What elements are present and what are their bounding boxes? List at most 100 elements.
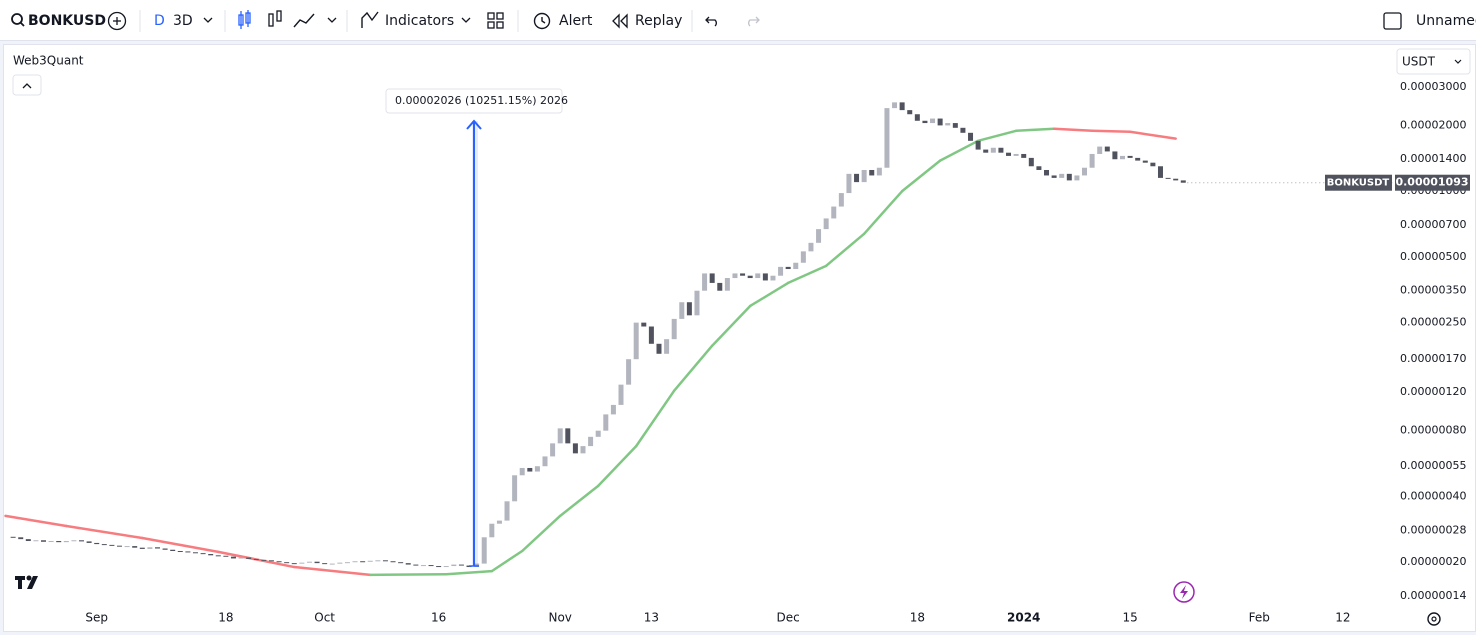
candle xyxy=(170,549,176,552)
candle xyxy=(33,540,39,542)
ma-segment xyxy=(786,264,828,285)
layout-checkbox[interactable] xyxy=(1383,12,1402,30)
interval[interactable]: 3D xyxy=(173,13,193,29)
ma-segment xyxy=(490,549,524,573)
candle xyxy=(952,123,958,128)
layout-name[interactable]: Unnamed xyxy=(1416,13,1476,29)
candle xyxy=(1150,162,1156,167)
ma-segment xyxy=(862,189,904,236)
add-symbol[interactable] xyxy=(107,11,127,31)
candle xyxy=(892,102,898,109)
measure-label: 0.00002026 (10251.15%) 2026 xyxy=(395,94,568,107)
candle xyxy=(208,554,214,556)
candle xyxy=(1013,153,1019,156)
y-tick-label: 0.00000020 xyxy=(1400,555,1466,568)
redo[interactable] xyxy=(748,16,760,27)
candle xyxy=(1104,146,1110,152)
replay-icon[interactable] xyxy=(612,13,628,29)
ma-segment xyxy=(976,129,1018,143)
candle xyxy=(261,559,267,561)
candle xyxy=(291,563,297,565)
chart-style[interactable] xyxy=(238,10,251,29)
candle xyxy=(94,542,100,545)
candle xyxy=(428,565,434,567)
ma-segment xyxy=(558,484,600,518)
replay[interactable]: Replay xyxy=(635,13,682,29)
candle xyxy=(63,541,69,543)
candle xyxy=(443,566,449,568)
lightning-badge[interactable] xyxy=(1173,581,1195,603)
ma-segment xyxy=(1052,127,1094,133)
candle xyxy=(732,273,738,279)
candle xyxy=(580,446,586,454)
candle xyxy=(869,169,875,176)
candle xyxy=(785,266,791,270)
alert[interactable]: Alert xyxy=(559,13,593,29)
candle xyxy=(542,456,548,467)
x-tick-label: Dec xyxy=(777,611,800,625)
y-tick-label: 0.00003000 xyxy=(1400,80,1466,93)
candle xyxy=(626,359,632,385)
candle xyxy=(899,102,905,111)
candle xyxy=(550,443,556,457)
candle xyxy=(367,560,373,562)
chevron[interactable] xyxy=(203,17,213,23)
candle xyxy=(702,273,708,291)
candle xyxy=(124,546,130,548)
currency-select[interactable]: USDT xyxy=(1396,48,1471,75)
candle xyxy=(192,552,198,554)
alert-icon[interactable] xyxy=(533,12,551,30)
candle xyxy=(116,545,122,547)
y-tick-label: 0.00000014 xyxy=(1400,589,1466,602)
candle xyxy=(1028,157,1034,167)
ma-segment xyxy=(596,444,638,488)
y-tick-label: 0.00000040 xyxy=(1400,489,1466,502)
candle xyxy=(489,523,495,538)
y-tick-label: 0.00000250 xyxy=(1400,316,1466,329)
candle xyxy=(322,563,328,565)
candle xyxy=(861,169,867,183)
candle xyxy=(436,566,442,568)
price-tag xyxy=(1395,174,1470,191)
candle xyxy=(990,147,996,153)
candle xyxy=(276,561,282,563)
symbol-search[interactable]: BONKUSD xyxy=(11,13,106,29)
layouts[interactable] xyxy=(487,12,504,29)
candle xyxy=(200,553,206,555)
candle xyxy=(907,110,913,115)
x-tick-label: 13 xyxy=(644,611,659,625)
indicators-icon[interactable] xyxy=(361,11,379,28)
candle xyxy=(360,561,366,563)
candle xyxy=(930,118,936,124)
candle xyxy=(762,273,768,281)
line-style[interactable] xyxy=(293,13,315,28)
candle xyxy=(344,562,350,564)
x-tick-label: Sep xyxy=(85,611,108,625)
chevron[interactable] xyxy=(327,17,337,23)
candle xyxy=(405,563,411,565)
candle xyxy=(641,322,647,327)
settings-gear[interactable] xyxy=(1427,612,1441,626)
candle xyxy=(816,229,822,243)
collapse-legend[interactable] xyxy=(12,74,42,96)
ma-segment xyxy=(65,524,144,540)
candle xyxy=(86,541,92,543)
candle xyxy=(823,218,829,230)
candle xyxy=(671,318,677,340)
candle xyxy=(512,475,518,502)
interval-label[interactable]: D xyxy=(154,13,165,29)
ma-segment xyxy=(634,389,676,448)
chevron[interactable] xyxy=(461,17,471,23)
undo[interactable] xyxy=(705,16,717,27)
x-tick-label: 2024 xyxy=(1007,611,1040,625)
bars-style[interactable] xyxy=(268,10,282,27)
candle xyxy=(1051,175,1057,178)
y-tick-label: 0.00000055 xyxy=(1400,459,1466,472)
candle xyxy=(595,430,601,437)
indicators[interactable]: Indicators xyxy=(385,13,454,29)
candle xyxy=(884,108,890,168)
x-tick-label: 12 xyxy=(1335,611,1350,625)
ticker-tag xyxy=(1325,174,1392,191)
candle xyxy=(603,414,609,431)
y-tick-label: 0.00000350 xyxy=(1400,284,1466,297)
